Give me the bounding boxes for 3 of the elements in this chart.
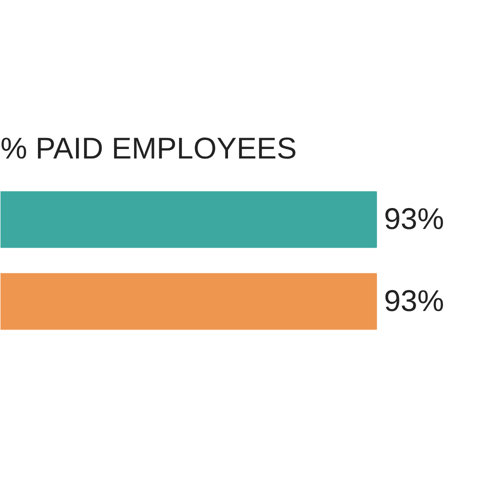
chart-title: % PAID EMPLOYEES xyxy=(0,132,297,166)
data-label: 93% xyxy=(384,203,444,236)
data-label: 93% xyxy=(384,284,444,318)
